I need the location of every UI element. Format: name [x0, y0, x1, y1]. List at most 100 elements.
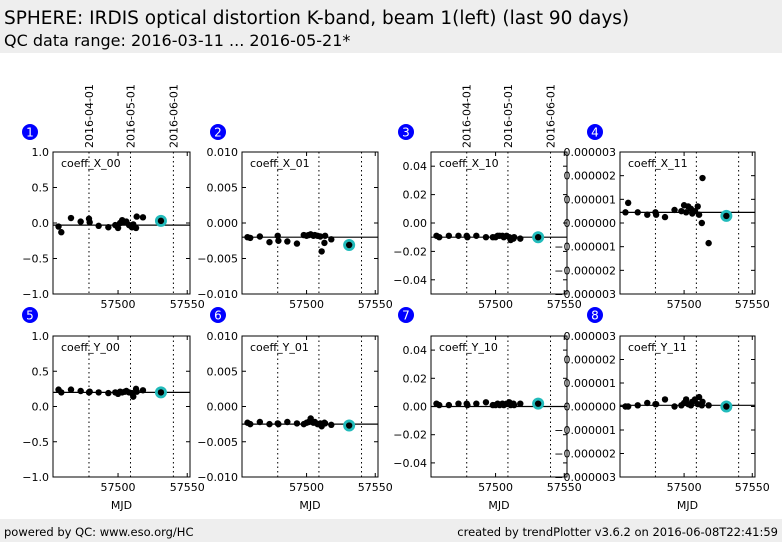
panel-label: coeff_Y_00	[61, 341, 120, 354]
data-point	[464, 401, 471, 409]
x-tick-label: 57550	[358, 298, 393, 311]
y-tick-label: −0.000001	[554, 241, 616, 254]
y-tick-label: −0.000002	[554, 448, 616, 461]
data-point	[67, 386, 75, 393]
y-tick-label: 0.04	[403, 344, 428, 357]
y-tick-label: −0.005	[197, 253, 238, 266]
data-point	[482, 399, 490, 406]
data-point	[634, 402, 641, 409]
data-point	[328, 421, 335, 429]
x-tick-label: 57500	[289, 298, 324, 311]
data-point	[634, 209, 641, 216]
data-point	[682, 209, 690, 216]
y-tick-label: 0.000003	[564, 146, 617, 159]
data-point	[436, 401, 443, 409]
y-tick-label: 0.010	[207, 330, 239, 343]
y-tick-label: −0.000003	[554, 288, 616, 301]
y-tick-label: −0.02	[393, 245, 427, 258]
data-point	[86, 219, 93, 226]
data-point	[139, 387, 147, 394]
panel-label: coeff_Y_11	[628, 341, 687, 354]
data-point	[622, 209, 629, 216]
header-band	[0, 0, 782, 53]
data-point	[321, 420, 329, 427]
data-point	[275, 237, 282, 244]
panel-number: 3	[402, 126, 410, 140]
panel-number-badge	[22, 124, 38, 140]
y-tick-label: −0.5	[22, 436, 49, 449]
data-point	[58, 229, 65, 236]
data-point	[510, 401, 518, 409]
data-point	[86, 388, 93, 395]
data-point	[705, 239, 712, 247]
data-point	[157, 217, 165, 225]
footer-created-by: created by trendPlotter v3.6.2 on 2016-0…	[457, 525, 778, 539]
y-tick-label: −0.04	[393, 274, 427, 287]
data-point	[517, 235, 524, 242]
panel-number-badge	[398, 307, 414, 323]
panel-5: 5 −1.0 −0.5 0.0 0.5 1.0 57500 57550 MJD coeff_Y_0…	[22, 307, 205, 512]
x-tick-label: 57500	[289, 481, 324, 494]
data-point	[705, 402, 712, 409]
data-point	[695, 393, 703, 401]
panel-2: 2 −0.010 −0.005 0.000 0.005 0.010 57500 57550 co…	[197, 124, 393, 311]
panel-number: 5	[26, 309, 34, 323]
x-tick-label: 57500	[667, 481, 702, 494]
y-tick-label: −0.5	[22, 253, 49, 266]
panel-label: coeff_Y_10	[439, 341, 498, 354]
data-point	[723, 403, 730, 410]
y-tick-label: −0.010	[197, 288, 238, 301]
data-point	[482, 234, 490, 241]
y-tick-label: −0.000003	[554, 471, 616, 484]
footer-powered-by[interactable]: powered by QC: www.eso.org/HC	[4, 525, 193, 539]
panel-8: 8 −0.000003 −0.000002 −0.000001 0.000000 0.00…	[554, 307, 770, 512]
y-tick-label: 0.00	[403, 217, 428, 230]
x-tick-label: 57500	[478, 298, 513, 311]
panel-number: 6	[214, 309, 222, 323]
y-tick-label: 0.000001	[564, 377, 617, 390]
y-tick-label: −1.0	[22, 471, 49, 484]
data-point	[624, 403, 632, 410]
data-point	[132, 224, 140, 232]
x-tick-label: 57500	[101, 481, 136, 494]
panel-label: coeff_X_01	[250, 157, 310, 170]
date-marker-label: 2016-06-01	[545, 84, 558, 148]
data-point	[699, 174, 706, 182]
panel-4: 4 −0.000003 −0.000002 −0.000001 0.000000 0.00…	[554, 124, 770, 311]
x-tick-label: 57500	[667, 298, 702, 311]
y-tick-label: 0.000000	[564, 401, 617, 414]
y-tick-label: 0.0	[32, 217, 50, 230]
panel-number-badge	[210, 307, 226, 323]
date-marker-label: 2016-06-01	[167, 84, 180, 148]
data-point	[694, 203, 701, 210]
plot-frame	[430, 151, 568, 295]
panel-number-badge	[587, 307, 603, 323]
data-point	[455, 400, 462, 407]
data-point	[328, 236, 335, 243]
data-point	[133, 213, 140, 220]
data-point	[464, 234, 471, 241]
x-tick-label: 57550	[735, 481, 770, 494]
plot-frame	[241, 335, 379, 478]
y-tick-label: 0.005	[207, 365, 239, 378]
data-point	[445, 401, 453, 409]
panel-label: coeff_X_10	[439, 157, 499, 170]
data-point	[58, 389, 65, 396]
y-tick-label: 0.000000	[564, 217, 617, 230]
data-point	[247, 420, 254, 428]
page-title: SPHERE: IRDIS optical distortion K-band,…	[4, 8, 629, 29]
data-point	[534, 234, 542, 241]
data-point	[114, 224, 122, 232]
panel-label: coeff_X_00	[61, 157, 121, 170]
data-point	[256, 233, 264, 240]
x-axis-label: MJD	[299, 499, 320, 512]
data-point	[473, 400, 480, 407]
data-point	[345, 241, 353, 249]
data-point	[133, 388, 140, 395]
data-point	[661, 213, 669, 221]
panel-number-badge	[587, 124, 603, 140]
data-point	[95, 389, 102, 396]
data-point	[284, 238, 291, 245]
data-point	[644, 211, 651, 218]
